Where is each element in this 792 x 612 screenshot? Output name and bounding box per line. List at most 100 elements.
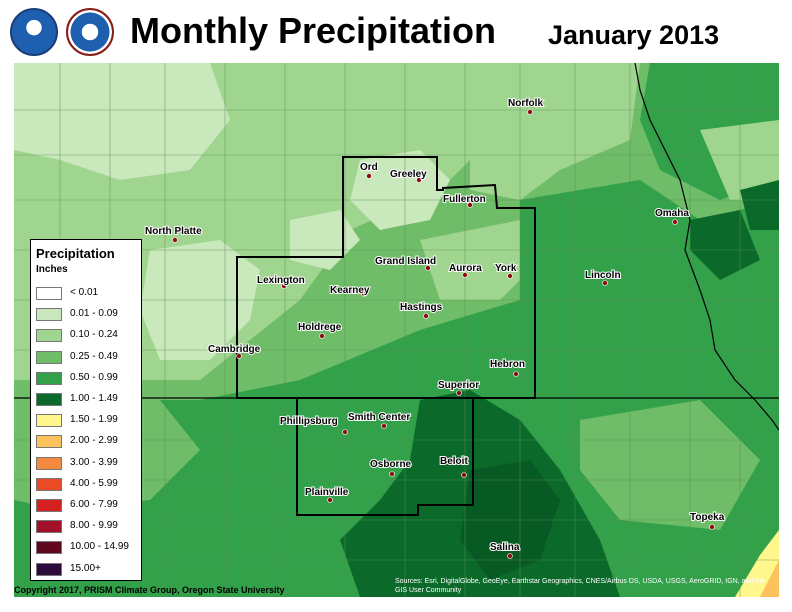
city-label: Aurora — [449, 263, 482, 274]
legend-label: 0.50 - 0.99 — [70, 371, 118, 383]
legend-item: 0.10 - 0.24 — [36, 326, 141, 344]
legend-label: 6.00 - 7.99 — [70, 499, 118, 510]
legend-item: 3.00 - 3.99 — [36, 454, 141, 472]
city-label: Kearney — [330, 285, 370, 296]
precip-zone-very-light — [350, 150, 450, 230]
city-marker — [425, 265, 431, 271]
legend-label: 0.10 - 0.24 — [70, 329, 118, 341]
legend-label: 1.50 - 1.99 — [70, 414, 118, 426]
city-markers: Ord Greeley Fullerton Norfolk Omaha North Pla… — [144, 97, 726, 559]
city-label: Salina — [490, 542, 520, 553]
city-label: Hastings — [400, 302, 443, 313]
legend-item: < 0.01 — [36, 284, 141, 302]
city-label: Holdrege — [298, 322, 342, 333]
legend-item: 2.00 - 2.99 — [36, 432, 141, 450]
city-marker — [236, 353, 242, 359]
city-label: Phillipsburg — [280, 416, 338, 427]
city-marker — [361, 291, 367, 297]
city-label: Cambridge — [208, 344, 261, 355]
legend-swatch — [36, 393, 62, 406]
precip-zone-yellow — [735, 530, 779, 597]
city-marker — [319, 333, 325, 339]
city-label: Hebron — [490, 359, 525, 370]
precip-zone-light — [420, 220, 540, 300]
city-label: Grand Island — [375, 256, 436, 267]
city-label: North Platte — [145, 226, 202, 237]
city-marker — [513, 371, 519, 377]
legend-swatch — [36, 477, 62, 491]
legend-label: 1.00 - 1.49 — [70, 393, 118, 404]
city-marker — [389, 471, 395, 477]
legend-swatch — [36, 499, 62, 512]
city-marker — [602, 280, 608, 286]
precip-zone-light — [470, 63, 640, 200]
legend-label: 0.01 - 0.09 — [70, 308, 118, 320]
legend-label: 8.00 - 9.99 — [70, 520, 118, 532]
city-label: York — [495, 263, 517, 274]
legend-item: 1.00 - 1.49 — [36, 390, 141, 408]
city-marker — [507, 273, 513, 279]
legend-item: 10.00 - 14.99 — [36, 538, 141, 556]
city-label: Omaha — [655, 208, 689, 219]
city-marker — [416, 177, 422, 183]
city-label: Greeley — [390, 169, 427, 180]
legend-swatch — [36, 414, 62, 428]
precip-zone-very-light — [14, 63, 230, 180]
legend-title: Precipitation — [36, 246, 115, 261]
city-marker — [172, 237, 178, 243]
legend-swatch — [36, 520, 62, 534]
legend-label: 0.25 - 0.49 — [70, 350, 118, 362]
precip-zone-orange — [760, 560, 779, 597]
city-label: Plainville — [305, 487, 349, 498]
legend-swatch — [36, 308, 62, 322]
precip-zone-light — [580, 400, 760, 530]
legend-item: 0.50 - 0.99 — [36, 369, 141, 387]
city-label: Topeka — [690, 512, 725, 523]
city-marker — [462, 272, 468, 278]
legend-label: < 0.01 — [70, 287, 99, 298]
nws-logo — [66, 8, 114, 56]
city-marker — [461, 472, 467, 478]
legend: Precipitation Inches < 0.01 0.01 - 0.09 0.… — [30, 239, 142, 581]
city-marker — [366, 173, 372, 179]
legend-swatch — [36, 435, 62, 449]
legend-item: 0.25 - 0.49 — [36, 348, 141, 366]
copyright-text: Copyright 2017, PRISM Climate Group, Ore… — [14, 585, 285, 595]
city-marker — [507, 553, 513, 559]
map-date: January 2013 — [548, 20, 720, 50]
legend-label: 4.00 - 5.99 — [70, 477, 118, 489]
header: Monthly Precipitation January 2013 — [0, 0, 792, 62]
city-marker — [709, 524, 715, 530]
city-marker — [281, 283, 287, 289]
city-marker — [423, 313, 429, 319]
legend-swatch — [36, 329, 62, 343]
legend-label: 3.00 - 3.99 — [70, 456, 118, 468]
city-label: Fullerton — [443, 194, 486, 205]
city-label: Superior — [438, 380, 479, 391]
map-title: Monthly Precipitation — [130, 10, 497, 51]
legend-label: 15.00+ — [70, 562, 101, 574]
legend-swatch — [36, 541, 62, 555]
sources-text: Sources: Esri, DigitalGlobe, GeoEye, Ear… — [395, 578, 765, 594]
legend-swatch — [36, 456, 62, 470]
city-label: Beloit — [440, 456, 468, 467]
precipitation-map: Ord Greeley Fullerton Norfolk Omaha North Pla… — [14, 63, 779, 597]
legend-label: 10.00 - 14.99 — [70, 541, 129, 553]
legend-swatch — [36, 287, 62, 300]
precip-zone-dark — [690, 210, 760, 280]
city-marker — [527, 109, 533, 115]
precip-zone-light — [700, 120, 779, 200]
legend-item: 15.00+ — [36, 560, 141, 578]
legend-units: Inches — [36, 264, 68, 275]
city-marker — [342, 429, 348, 435]
legend-swatch — [36, 350, 62, 364]
city-marker — [381, 423, 387, 429]
city-label: Lexington — [257, 275, 305, 286]
legend-item: 0.01 - 0.09 — [36, 305, 141, 323]
city-marker — [672, 219, 678, 225]
city-label: Lincoln — [585, 270, 621, 281]
legend-swatch — [36, 562, 62, 576]
missouri-river-border — [634, 63, 779, 431]
city-marker — [467, 202, 473, 208]
precip-zone-medium — [14, 180, 779, 597]
